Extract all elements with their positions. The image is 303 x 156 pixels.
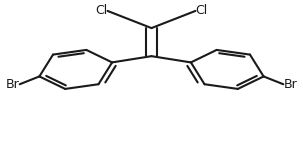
Text: Br: Br (6, 78, 20, 91)
Text: Cl: Cl (195, 4, 208, 17)
Text: Br: Br (283, 78, 297, 91)
Text: Cl: Cl (95, 4, 108, 17)
